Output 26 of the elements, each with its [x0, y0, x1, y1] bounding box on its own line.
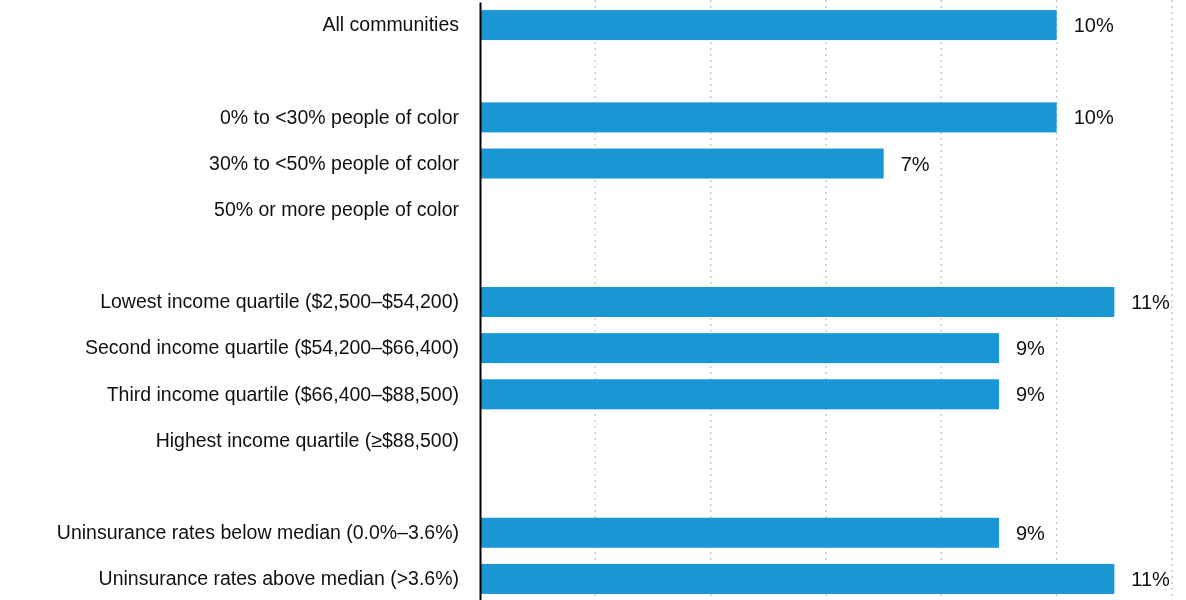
bar	[480, 10, 1057, 41]
bar	[480, 148, 884, 179]
y-tick-label: Lowest income quartile ($2,500–$54,200)	[100, 290, 459, 313]
bar	[480, 517, 999, 548]
y-tick-label: All communities	[322, 13, 460, 36]
data-label: 10%	[1073, 106, 1114, 129]
y-tick-label: Uninsurance rates above median (>3.6%)	[98, 567, 459, 590]
bar	[480, 563, 1115, 594]
data-label: 9%	[1016, 383, 1046, 406]
data-label: 9%	[1016, 521, 1046, 544]
data-label: 9%	[1016, 337, 1046, 360]
data-label: 11%	[1131, 291, 1171, 313]
y-tick-label: 50% or more people of color	[214, 197, 460, 220]
y-tick-label: Third income quartile ($66,400–$88,500)	[106, 382, 459, 405]
data-label: 7%	[900, 152, 930, 175]
data-label: 11%	[1131, 567, 1171, 590]
bar	[480, 287, 1115, 317]
y-tick-label: 0% to <30% people of color	[219, 105, 460, 128]
bar	[480, 379, 999, 410]
y-tick-label: 30% to <50% people of color	[209, 151, 460, 174]
data-label: 10%	[1073, 14, 1114, 37]
bar	[480, 333, 999, 364]
y-tick-label: Second income quartile ($54,200–$66,400)	[84, 336, 459, 359]
y-tick-label: Uninsurance rates below median (0.0%–3.6%)	[56, 521, 459, 544]
y-tick-label: Highest income quartile (≥$88,500)	[155, 428, 459, 451]
bar	[480, 102, 1057, 133]
